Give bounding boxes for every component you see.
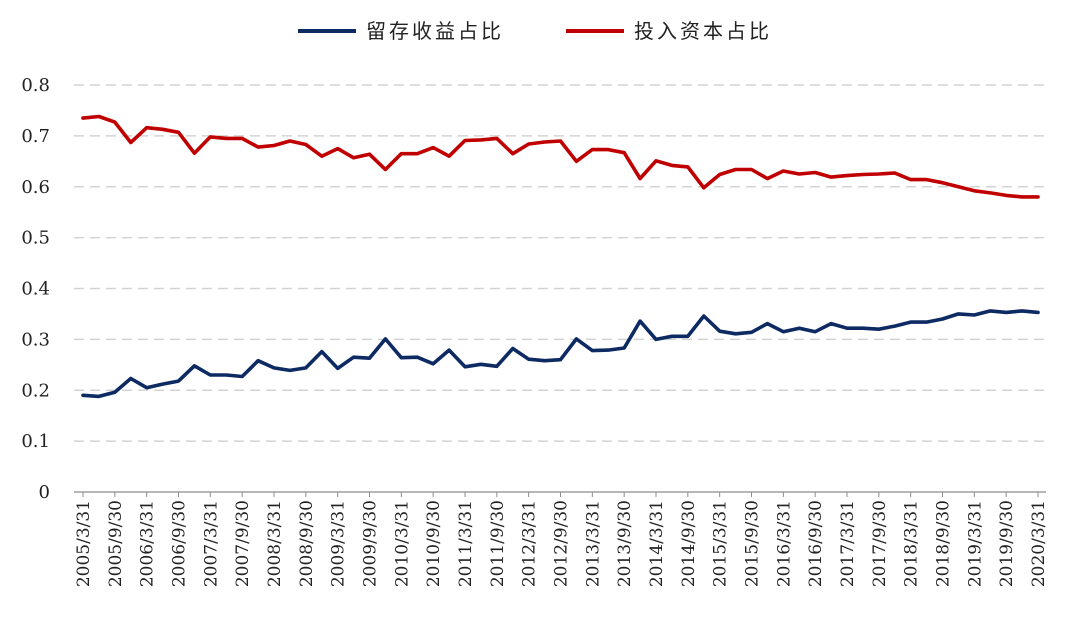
x-tick-label: 2007/3/31 (201, 500, 221, 587)
x-tick-label: 2012/3/31 (520, 500, 540, 587)
x-tick-label: 2020/3/31 (1029, 500, 1049, 587)
y-tick-label: 0.7 (21, 126, 50, 147)
x-tick-label: 2012/9/30 (552, 500, 572, 587)
y-tick-label: 0.3 (21, 329, 50, 350)
y-tick-label: 0.1 (21, 431, 50, 452)
x-tick-label: 2015/3/31 (711, 500, 731, 587)
x-tick-label: 2014/3/31 (647, 500, 667, 587)
x-tick-label: 2013/9/30 (615, 500, 635, 587)
y-tick-label: 0.2 (21, 380, 50, 401)
legend-label-invested-capital: 投入资本占比 (634, 19, 772, 43)
series-layer (81, 114, 1040, 399)
x-axis-ticks: 2005/3/31 2005/9/30 2006/3/31 2006/9/30 2007… (74, 492, 1049, 587)
x-tick-label: 2008/9/30 (297, 500, 317, 587)
x-tick-label: 2007/9/30 (233, 500, 253, 587)
x-tick-label: 2005/3/31 (74, 500, 94, 587)
x-tick-label: 2016/9/30 (806, 500, 826, 587)
y-tick-label: 0.5 (21, 228, 50, 249)
x-tick-label: 2010/3/31 (392, 500, 412, 587)
x-tick-label: 2019/9/30 (997, 500, 1017, 587)
y-tick-label: 0.8 (21, 75, 50, 96)
legend: 留存收益占比 投入资本占比 (298, 19, 772, 43)
series-line-invested-capital (81, 114, 1040, 199)
y-tick-label: 0 (39, 482, 50, 503)
x-tick-label: 2019/3/31 (965, 500, 985, 587)
x-tick-label: 2018/9/30 (934, 500, 954, 587)
x-tick-label: 2010/9/30 (424, 500, 444, 587)
x-tick-label: 2005/9/30 (106, 500, 126, 587)
x-tick-label: 2018/3/31 (902, 500, 922, 587)
y-tick-label: 0.6 (21, 177, 50, 198)
x-tick-label: 2015/9/30 (743, 500, 763, 587)
x-tick-label: 2009/3/31 (329, 500, 349, 587)
y-tick-label: 0.4 (21, 279, 50, 300)
x-tick-label: 2006/9/30 (170, 500, 190, 587)
x-tick-label: 2017/3/31 (838, 500, 858, 587)
grid-lines (74, 84, 1046, 442)
x-tick-label: 2008/3/31 (265, 500, 285, 587)
series-line-retained-earnings (81, 309, 1040, 399)
x-tick-label: 2009/9/30 (361, 500, 381, 587)
x-tick-label: 2017/9/30 (870, 500, 890, 587)
y-axis-ticks: 0 0.1 0.2 0.3 0.4 0.5 0.6 0.7 0.8 (21, 75, 50, 503)
x-tick-label: 2013/3/31 (583, 500, 603, 587)
x-tick-label: 2011/9/30 (488, 500, 508, 587)
x-tick-label: 2014/9/30 (679, 500, 699, 587)
x-tick-label: 2011/3/31 (456, 500, 476, 587)
x-tick-label: 2016/3/31 (774, 500, 794, 587)
x-tick-label: 2006/3/31 (138, 500, 158, 587)
legend-label-retained-earnings: 留存收益占比 (366, 19, 504, 43)
